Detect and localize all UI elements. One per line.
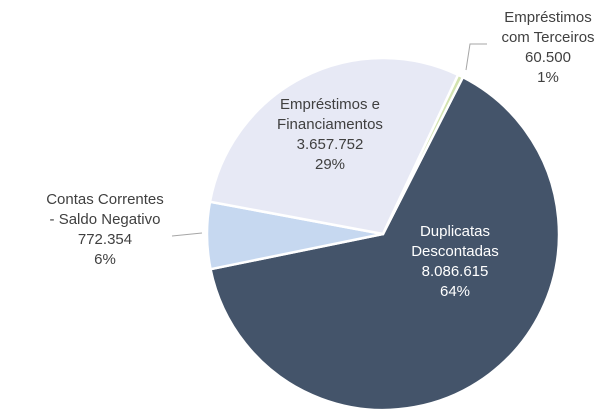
leader-line xyxy=(171,232,203,237)
label-percent: 6% xyxy=(94,251,116,268)
label-percent: 1% xyxy=(537,69,559,86)
label-name: Empréstimos com Terceiros xyxy=(501,9,595,46)
label-value: 772.354 xyxy=(77,231,133,248)
label-percent: 29% xyxy=(314,156,346,173)
data-label: Empréstimos e Financiamentos 3.657.752 29% xyxy=(230,95,430,175)
pie-slice xyxy=(209,75,561,412)
label-value: 60.500 xyxy=(525,49,571,66)
pie-slice xyxy=(208,56,460,236)
data-label: Contas Correntes - Saldo Negativo 772.354… xyxy=(5,190,205,270)
leader-line xyxy=(465,43,487,71)
label-value: 8.086.615 xyxy=(421,263,489,280)
label-name: Contas Correntes - Saldo Negativo xyxy=(46,191,164,228)
label-name: Duplicatas Descontadas xyxy=(411,223,499,260)
data-label: Empréstimos com Terceiros 60.500 1% xyxy=(448,8,613,88)
label-name: Empréstimos e Financiamentos xyxy=(277,96,383,133)
label-value: 3.657.752 xyxy=(296,136,364,153)
pie-slice xyxy=(381,73,465,235)
label-percent: 64% xyxy=(439,283,471,300)
data-label: Duplicatas Descontadas 8.086.615 64% xyxy=(355,222,555,302)
